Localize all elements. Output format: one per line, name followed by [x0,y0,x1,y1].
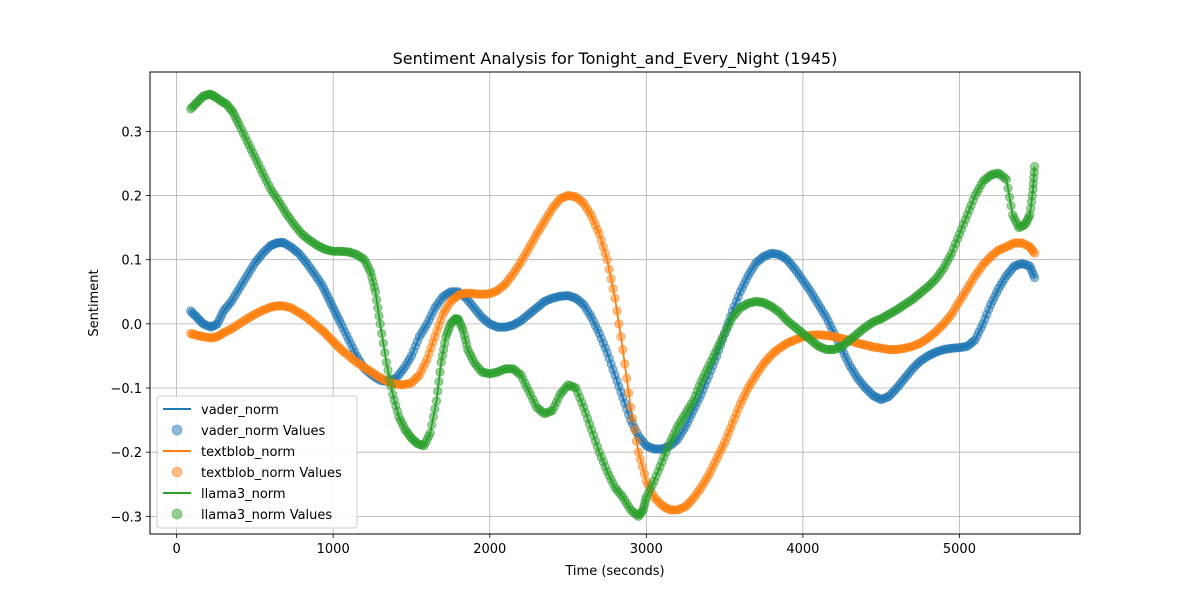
x-axis-ticks: 0 1000 2000 3000 4000 5000 [172,534,976,557]
textblob-norm-point [612,306,622,316]
legend-marker-swatch [171,508,183,520]
llama3-norm-point [431,396,442,406]
y-tick-label: −0.2 [110,446,142,461]
llama3-norm-point [386,381,396,391]
legend-label: textblob_norm [201,445,295,460]
llama3-norm-point [428,412,438,422]
y-tick-label: 0.1 [121,254,142,269]
legend-box [156,395,358,529]
x-tick-label: 4000 [786,542,819,557]
chart-title: Sentiment Analysis for Tonight_and_Every… [393,49,838,69]
textblob-norm-point [629,425,640,435]
llama3-norm-point [377,328,387,339]
llama3-norm-point [433,386,443,396]
y-tick-label: −0.1 [110,382,142,397]
textblob-norm-point [606,274,616,284]
textblob-norm-point [1030,248,1040,258]
llama3-norm-point [373,303,383,313]
textblob-norm-point [627,413,638,424]
textblob-norm-point [610,293,620,303]
series-points [186,89,1040,522]
y-tick-label: −0.3 [110,510,142,525]
llama3-norm-point [381,357,391,367]
textblob-norm-point [602,255,612,265]
y-axis-ticks: −0.3 −0.2 −0.1 0.0 0.1 0.2 0.3 [110,125,150,525]
legend-label: llama3_norm [201,487,286,502]
llama3-norm-point [375,319,385,329]
llama3-norm-point [435,367,445,377]
textblob-norm-point [608,283,618,294]
legend-marker-swatch [171,466,183,478]
llama3-norm-point [380,348,390,358]
llama3-norm-point [430,404,440,414]
textblob-norm-point [618,344,628,355]
legend-label: llama3_norm Values [201,508,332,523]
y-axis-label: Sentiment [87,269,102,336]
y-tick-label: 0.3 [121,125,142,140]
textblob-norm-point [614,319,624,329]
legend-label: vader_norm Values [201,424,326,439]
llama3-norm-point [1006,201,1016,211]
x-tick-label: 2000 [473,542,506,557]
textblob-norm-point [622,373,632,383]
llama3-norm-point [371,295,382,305]
llama3-norm-point [370,287,381,297]
legend-label: vader_norm [201,403,279,418]
llama3-norm-point [378,338,388,348]
legend-marker-swatch [171,424,183,436]
legend: vader_norm vader_norm Values textblob_norm… [156,395,358,529]
textblob-norm-point [626,402,636,412]
llama3-norm-point [383,365,393,375]
x-axis-label: Time (seconds) [564,564,664,579]
x-tick-label: 0 [172,542,180,557]
textblob-norm-point [604,264,614,274]
textblob-norm-point [631,436,642,446]
llama3-norm-point [384,373,395,383]
llama3-norm-point [1030,162,1040,172]
x-tick-label: 3000 [630,542,663,557]
llama3-norm-point [425,428,435,438]
legend-label: textblob_norm Values [201,466,342,481]
y-tick-label: 0.0 [121,318,142,333]
textblob-norm-point [624,388,634,398]
textblob-norm-point [616,332,626,342]
llama3-norm-point [1003,183,1013,193]
llama3-norm-point [434,376,444,387]
vader-norm-point [1030,273,1040,283]
llama3-norm-point [427,420,437,430]
plot-frame [149,71,1081,535]
y-tick-label: 0.2 [121,190,142,205]
llama3-norm-point [1001,174,1012,185]
x-tick-label: 5000 [943,542,976,557]
x-tick-label: 1000 [317,542,350,557]
llama3-norm-point [374,311,384,321]
llama3-norm-point [1004,192,1015,202]
textblob-norm-point [620,359,630,369]
